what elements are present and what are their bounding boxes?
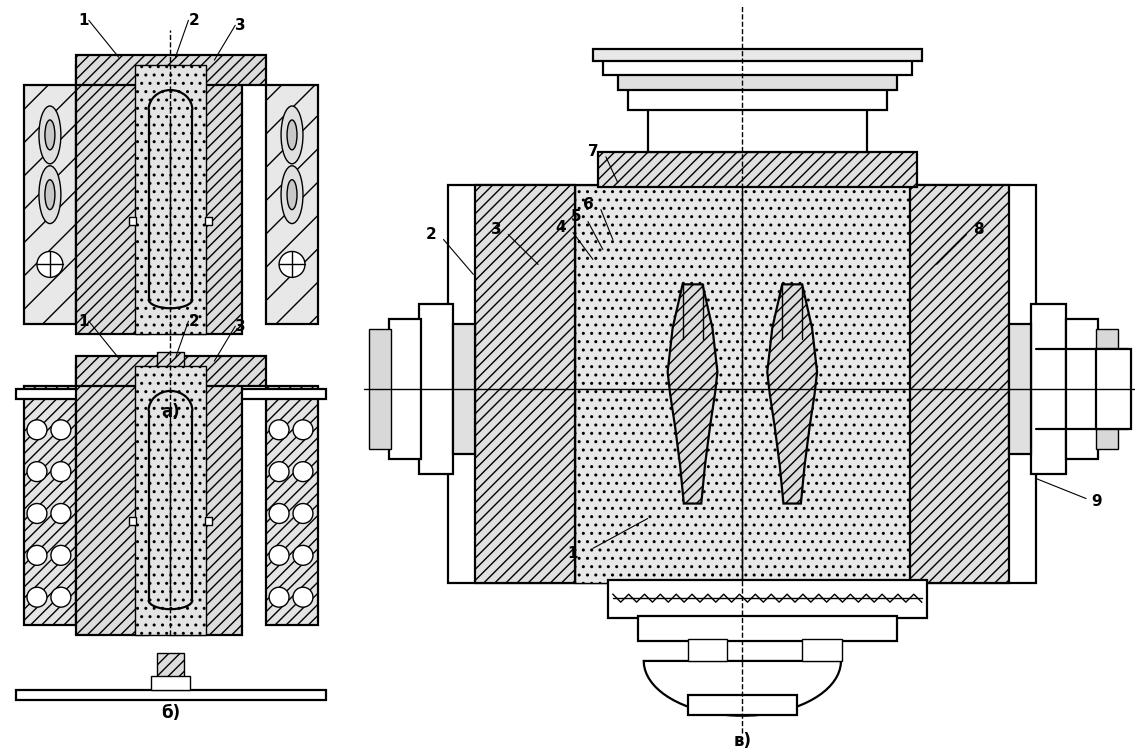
Circle shape xyxy=(27,461,47,482)
Text: 2: 2 xyxy=(189,13,199,28)
Polygon shape xyxy=(767,284,818,504)
Text: б): б) xyxy=(161,703,180,722)
Circle shape xyxy=(293,587,313,607)
Bar xyxy=(128,517,135,526)
Text: 5: 5 xyxy=(571,209,581,224)
Bar xyxy=(592,49,922,61)
Ellipse shape xyxy=(287,179,297,210)
Text: 2: 2 xyxy=(189,314,199,329)
Bar xyxy=(418,305,454,474)
Bar xyxy=(688,695,797,715)
Text: 3: 3 xyxy=(491,222,501,237)
Ellipse shape xyxy=(287,120,297,150)
Bar xyxy=(76,65,148,334)
Circle shape xyxy=(27,504,47,523)
Text: 6: 6 xyxy=(583,197,594,212)
Bar xyxy=(76,55,266,85)
Bar xyxy=(150,375,190,389)
Circle shape xyxy=(27,420,47,440)
Circle shape xyxy=(38,252,63,277)
Bar xyxy=(266,85,318,324)
Text: 3: 3 xyxy=(235,319,246,334)
Bar xyxy=(448,185,1036,584)
Text: а): а) xyxy=(161,403,180,421)
Bar xyxy=(76,356,266,386)
Bar xyxy=(608,581,927,618)
Text: 3: 3 xyxy=(235,18,246,33)
Text: 4: 4 xyxy=(555,220,566,235)
Circle shape xyxy=(269,420,289,440)
Circle shape xyxy=(51,587,70,607)
Bar xyxy=(1096,349,1131,429)
Circle shape xyxy=(293,504,313,523)
Text: 2: 2 xyxy=(425,227,437,242)
Ellipse shape xyxy=(45,179,55,210)
Bar xyxy=(1031,305,1067,474)
Circle shape xyxy=(279,252,305,277)
Ellipse shape xyxy=(281,166,302,224)
Bar xyxy=(638,616,897,641)
Bar xyxy=(206,517,213,526)
Bar xyxy=(802,639,843,661)
Text: 9: 9 xyxy=(1092,494,1102,509)
Circle shape xyxy=(293,545,313,566)
Circle shape xyxy=(51,545,70,566)
Ellipse shape xyxy=(281,106,302,164)
Circle shape xyxy=(269,587,289,607)
Bar xyxy=(475,185,575,584)
Bar xyxy=(76,366,148,635)
Text: 1: 1 xyxy=(78,314,89,329)
Ellipse shape xyxy=(39,106,61,164)
Polygon shape xyxy=(667,284,717,504)
Text: 1: 1 xyxy=(78,13,89,28)
Bar xyxy=(617,72,897,90)
Bar xyxy=(628,88,887,110)
Bar xyxy=(134,366,206,635)
Bar xyxy=(24,85,76,324)
Bar xyxy=(598,152,916,187)
Bar xyxy=(910,185,1010,584)
Circle shape xyxy=(27,587,47,607)
Bar xyxy=(389,319,421,458)
Circle shape xyxy=(27,545,47,566)
Text: 1: 1 xyxy=(567,546,578,561)
Bar xyxy=(454,324,475,454)
Bar xyxy=(150,676,190,690)
Polygon shape xyxy=(644,661,841,716)
Ellipse shape xyxy=(45,120,55,150)
Bar xyxy=(603,59,912,75)
Bar xyxy=(368,329,391,449)
Circle shape xyxy=(51,461,70,482)
Ellipse shape xyxy=(39,166,61,224)
Bar xyxy=(16,389,326,399)
Bar xyxy=(266,386,318,625)
Bar xyxy=(128,216,135,225)
Bar xyxy=(688,639,728,661)
Bar xyxy=(134,65,206,334)
Text: в): в) xyxy=(733,731,752,749)
Bar xyxy=(1096,329,1118,449)
Bar xyxy=(16,690,326,700)
Circle shape xyxy=(51,504,70,523)
Text: 8: 8 xyxy=(973,222,985,237)
Bar xyxy=(206,216,213,225)
Bar xyxy=(1067,319,1098,458)
Text: 7: 7 xyxy=(588,144,599,159)
Bar xyxy=(157,352,184,376)
Bar xyxy=(648,107,866,152)
Circle shape xyxy=(269,545,289,566)
Bar xyxy=(171,65,242,334)
Circle shape xyxy=(293,461,313,482)
Circle shape xyxy=(293,420,313,440)
Bar xyxy=(24,386,76,625)
Bar xyxy=(575,185,910,584)
Circle shape xyxy=(269,504,289,523)
Bar xyxy=(171,366,242,635)
Bar xyxy=(157,653,184,677)
Circle shape xyxy=(269,461,289,482)
Bar xyxy=(1010,324,1031,454)
Circle shape xyxy=(51,420,70,440)
